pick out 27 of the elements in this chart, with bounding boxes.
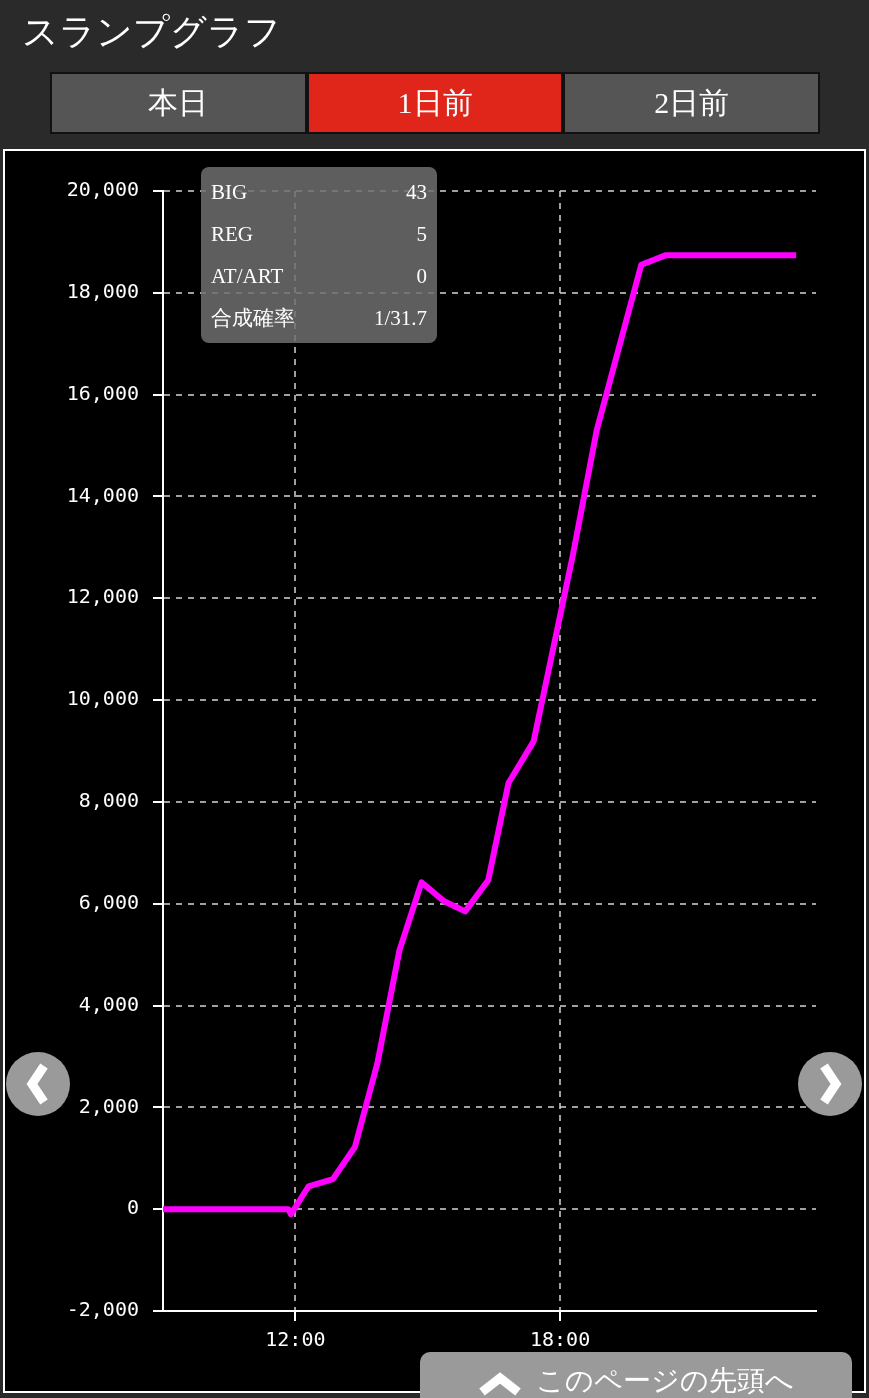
text: 2日前	[563, 72, 821, 134]
annotation: 合成確率	[211, 305, 295, 332]
annotation: 0	[416, 263, 427, 289]
annotation: REG	[211, 221, 253, 247]
y-tick-label: -2,000	[66, 1297, 139, 1322]
y-tick-label: 2,000	[78, 1093, 139, 1118]
x-tick-label: 12:00	[265, 1327, 326, 1352]
annotation: AT/ART	[211, 263, 284, 289]
y-tick-label: 16,000	[66, 380, 139, 405]
text: 本日	[50, 72, 307, 134]
y-tick-label: 12,000	[66, 584, 139, 609]
x-tick-label: 18:00	[529, 1327, 591, 1352]
annotation: 5	[416, 221, 427, 247]
annotation: BIG	[211, 179, 248, 205]
chart-title: スランプグラフ	[22, 11, 281, 54]
y-tick-label: 14,000	[66, 482, 139, 507]
annotation: 43	[406, 179, 427, 205]
y-tick-label: 8,000	[78, 788, 139, 813]
y-tick-label: 10,000	[66, 686, 139, 711]
text: 1日前	[306, 72, 564, 134]
text: このページの先頭へ	[536, 1363, 794, 1398]
annotation: 1/31.7	[373, 305, 427, 331]
y-tick-label: 18,000	[66, 279, 139, 304]
y-tick-label: 0	[126, 1195, 139, 1220]
y-tick-label: 4,000	[78, 991, 139, 1016]
y-tick-label: 20,000	[66, 177, 139, 202]
y-tick-label: 6,000	[78, 889, 139, 914]
